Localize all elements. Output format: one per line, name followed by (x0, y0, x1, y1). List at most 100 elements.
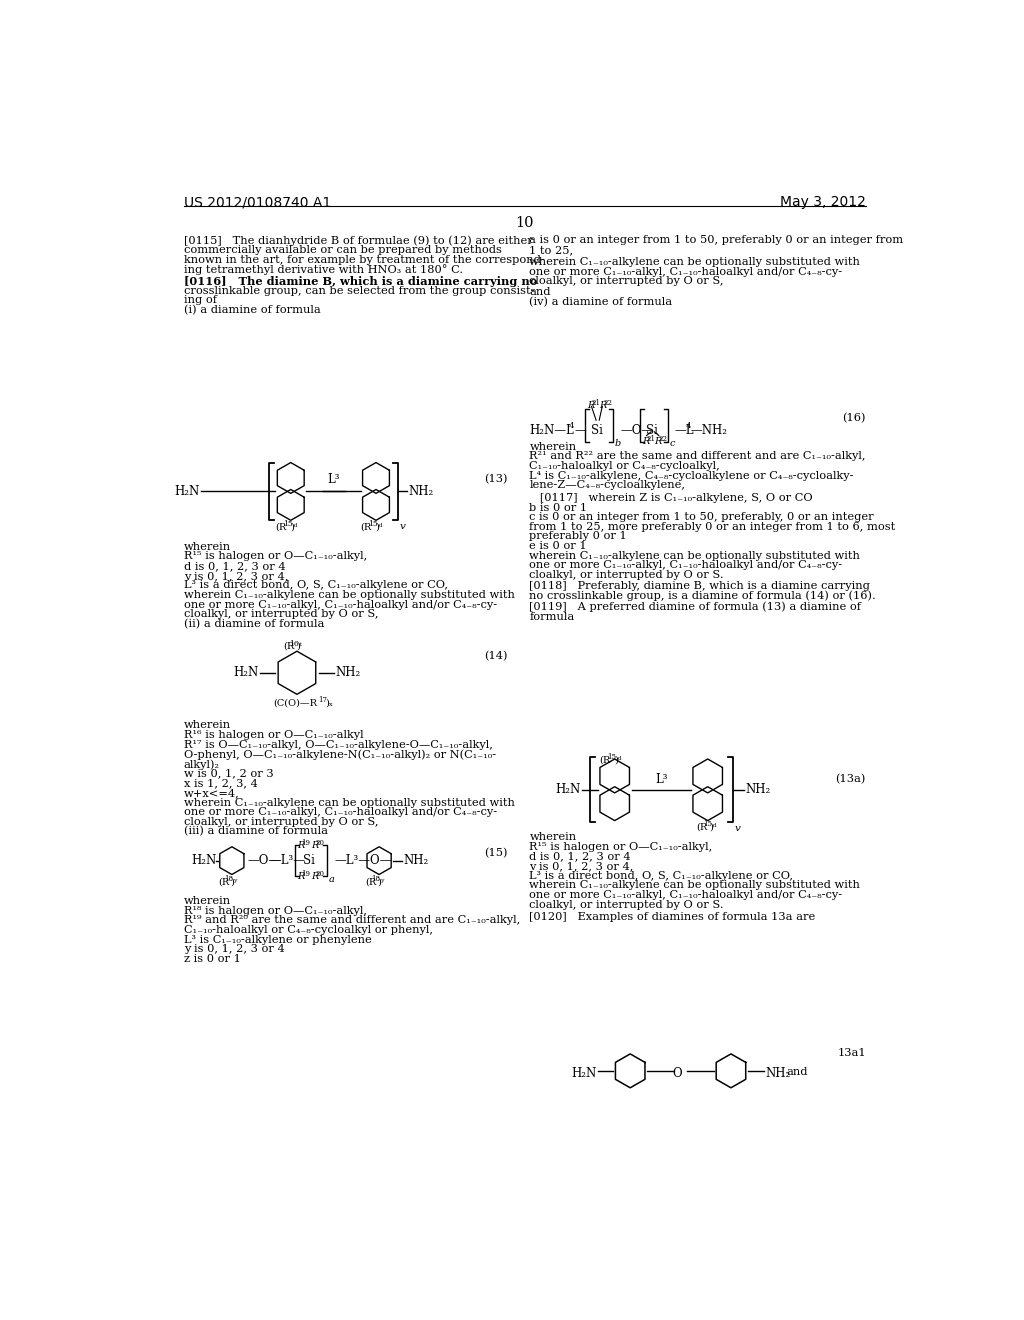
Text: R¹⁸ is halogen or O—C₁₋₁₀-alkyl,: R¹⁸ is halogen or O—C₁₋₁₀-alkyl, (183, 906, 367, 916)
Text: )ᵈ: )ᵈ (375, 523, 383, 532)
Text: and: and (529, 288, 551, 297)
Text: H₂N: H₂N (555, 783, 581, 796)
Text: O-phenyl, O—C₁₋₁₀-alkylene-N(C₁₋₁₀-alkyl)₂ or N(C₁₋₁₀-: O-phenyl, O—C₁₋₁₀-alkylene-N(C₁₋₁₀-alkyl… (183, 750, 496, 760)
Text: cloalkyl, or interrupted by O or S,: cloalkyl, or interrupted by O or S, (183, 817, 378, 826)
Text: Si: Si (646, 424, 658, 437)
Text: L³ is a direct bond, O, S, C₁₋₁₀-alkylene or CO,: L³ is a direct bond, O, S, C₁₋₁₀-alkylen… (529, 871, 794, 880)
Text: 18: 18 (224, 875, 233, 883)
Text: v: v (399, 521, 406, 531)
Text: 15: 15 (369, 520, 378, 528)
Text: NH₂: NH₂ (409, 484, 434, 498)
Text: —L³—: —L³— (269, 854, 305, 867)
Text: cloalkyl, or interrupted by O or S,: cloalkyl, or interrupted by O or S, (529, 276, 724, 286)
Text: b: b (614, 440, 621, 449)
Text: )ᵈ: )ᵈ (614, 755, 622, 764)
Text: US 2012/0108740 A1: US 2012/0108740 A1 (183, 195, 331, 210)
Text: C₁₋₁₀-haloalkyl or C₄₋₈-cycloalkyl or phenyl,: C₁₋₁₀-haloalkyl or C₄₋₈-cycloalkyl or ph… (183, 925, 433, 935)
Text: NH₂: NH₂ (403, 854, 429, 867)
Text: 15: 15 (607, 752, 616, 760)
Text: 10: 10 (515, 216, 535, 230)
Text: NH₂: NH₂ (336, 667, 360, 680)
Text: c is 0 or an integer from 1 to 50, preferably, 0 or an integer: c is 0 or an integer from 1 to 50, prefe… (529, 512, 874, 523)
Text: )ᵈ: )ᵈ (290, 523, 298, 532)
Text: [0116]   The diamine B, which is a diamine carrying no: [0116] The diamine B, which is a diamine… (183, 276, 538, 288)
Text: (R: (R (283, 642, 294, 651)
Text: cloalkyl, or interrupted by O or S.: cloalkyl, or interrupted by O or S. (529, 899, 724, 909)
Text: wherein C₁₋₁₀-alkylene can be optionally substituted with: wherein C₁₋₁₀-alkylene can be optionally… (183, 797, 515, 808)
Text: wherein C₁₋₁₀-alkylene can be optionally substituted with: wherein C₁₋₁₀-alkylene can be optionally… (183, 590, 515, 601)
Text: known in the art, for example by treatment of the correspond-: known in the art, for example by treatme… (183, 255, 545, 264)
Text: (R: (R (218, 878, 229, 887)
Text: —: — (574, 424, 586, 437)
Text: 22: 22 (604, 399, 612, 407)
Text: [0115]   The dianhydride B of formulae (9) to (12) are either: [0115] The dianhydride B of formulae (9)… (183, 235, 532, 246)
Text: b is 0 or 1: b is 0 or 1 (529, 503, 588, 512)
Text: preferably 0 or 1: preferably 0 or 1 (529, 532, 627, 541)
Text: —L: —L (675, 424, 694, 437)
Text: H₂N: H₂N (174, 484, 200, 498)
Text: H₂N—L: H₂N—L (529, 424, 574, 437)
Text: )ʸ: )ʸ (230, 878, 239, 887)
Text: R: R (642, 437, 649, 446)
Text: from 1 to 25, more preferably 0 or an integer from 1 to 6, most: from 1 to 25, more preferably 0 or an in… (529, 521, 896, 532)
Text: R: R (311, 841, 318, 850)
Text: )ʸ: )ʸ (378, 878, 386, 887)
Text: wherein: wherein (183, 543, 231, 552)
Text: cloalkyl, or interrupted by O or S,: cloalkyl, or interrupted by O or S, (183, 610, 378, 619)
Text: (R: (R (275, 523, 287, 532)
Text: and: and (786, 1067, 808, 1077)
Text: wherein C₁₋₁₀-alkylene can be optionally substituted with: wherein C₁₋₁₀-alkylene can be optionally… (529, 550, 860, 561)
Text: (15): (15) (484, 847, 508, 858)
Text: R: R (654, 437, 662, 446)
Text: )ᵗ: )ᵗ (296, 642, 302, 651)
Text: C₁₋₁₀-haloalkyl or C₄₋₈-cycloalkyl,: C₁₋₁₀-haloalkyl or C₄₋₈-cycloalkyl, (529, 461, 720, 471)
Text: [0117]   wherein Z is C₁₋₁₀-alkylene, S, O or CO: [0117] wherein Z is C₁₋₁₀-alkylene, S, O… (529, 492, 813, 503)
Text: 15: 15 (283, 520, 293, 528)
Text: (C(O)—R: (C(O)—R (273, 698, 317, 708)
Text: 4: 4 (685, 422, 691, 430)
Text: w is 0, 1, 2 or 3: w is 0, 1, 2 or 3 (183, 768, 273, 779)
Text: e is 0 or 1: e is 0 or 1 (529, 541, 587, 550)
Text: d is 0, 1, 2, 3 or 4: d is 0, 1, 2, 3 or 4 (183, 561, 286, 572)
Text: R: R (587, 401, 594, 411)
Text: R¹⁶ is halogen or O—C₁₋₁₀-alkyl: R¹⁶ is halogen or O—C₁₋₁₀-alkyl (183, 730, 364, 741)
Text: [0118]   Preferably, diamine B, which is a diamine carrying: [0118] Preferably, diamine B, which is a… (529, 581, 870, 591)
Text: H₂N: H₂N (232, 667, 258, 680)
Text: R: R (311, 873, 318, 882)
Text: Si: Si (303, 854, 315, 867)
Text: wherein: wherein (183, 896, 231, 906)
Text: May 3, 2012: May 3, 2012 (780, 195, 866, 210)
Text: —L³—O—: —L³—O— (334, 854, 391, 867)
Text: wherein C₁₋₁₀-alkylene can be optionally substituted with: wherein C₁₋₁₀-alkylene can be optionally… (529, 880, 860, 890)
Text: 1 to 25,: 1 to 25, (529, 246, 573, 255)
Text: (iii) a diamine of formula: (iii) a diamine of formula (183, 826, 328, 837)
Text: formula: formula (529, 611, 574, 622)
Text: —O—: —O— (621, 424, 654, 437)
Text: —NH₂: —NH₂ (690, 424, 728, 437)
Text: 21: 21 (646, 434, 655, 442)
Text: 21: 21 (592, 399, 600, 407)
Text: 19: 19 (302, 840, 310, 847)
Text: 22: 22 (658, 434, 668, 442)
Text: d is 0, 1, 2, 3 or 4: d is 0, 1, 2, 3 or 4 (529, 851, 631, 862)
Text: 4: 4 (568, 422, 573, 430)
Text: L³: L³ (327, 474, 340, 487)
Text: 20: 20 (315, 840, 325, 847)
Text: v is 0, 1, 2, 3 or 4,: v is 0, 1, 2, 3 or 4, (529, 861, 634, 871)
Text: alkyl)₂: alkyl)₂ (183, 759, 220, 770)
Text: wherein: wherein (529, 832, 577, 842)
Text: one or more C₁₋₁₀-alkyl, C₁₋₁₀-haloalkyl and/or C₄₋₈-cy-: one or more C₁₋₁₀-alkyl, C₁₋₁₀-haloalkyl… (529, 267, 843, 277)
Text: a is 0 or an integer from 1 to 50, preferably 0 or an integer from: a is 0 or an integer from 1 to 50, prefe… (529, 235, 903, 246)
Text: one or more C₁₋₁₀-alkyl, C₁₋₁₀-haloalkyl and/or C₄₋₈-cy-: one or more C₁₋₁₀-alkyl, C₁₋₁₀-haloalkyl… (529, 890, 843, 900)
Text: v is 0, 1, 2, 3 or 4,: v is 0, 1, 2, 3 or 4, (183, 570, 288, 581)
Text: (i) a diamine of formula: (i) a diamine of formula (183, 305, 321, 315)
Text: cloalkyl, or interrupted by O or S.: cloalkyl, or interrupted by O or S. (529, 570, 724, 579)
Text: R: R (297, 873, 304, 882)
Text: 15: 15 (703, 820, 712, 828)
Text: R: R (599, 401, 606, 411)
Text: one or more C₁₋₁₀-alkyl, C₁₋₁₀-haloalkyl and/or C₄₋₈-cy-: one or more C₁₋₁₀-alkyl, C₁₋₁₀-haloalkyl… (529, 561, 843, 570)
Text: H₂N: H₂N (570, 1067, 596, 1080)
Text: R: R (297, 841, 304, 850)
Text: (ii) a diamine of formula: (ii) a diamine of formula (183, 619, 325, 630)
Text: z is 0 or 1: z is 0 or 1 (183, 954, 241, 964)
